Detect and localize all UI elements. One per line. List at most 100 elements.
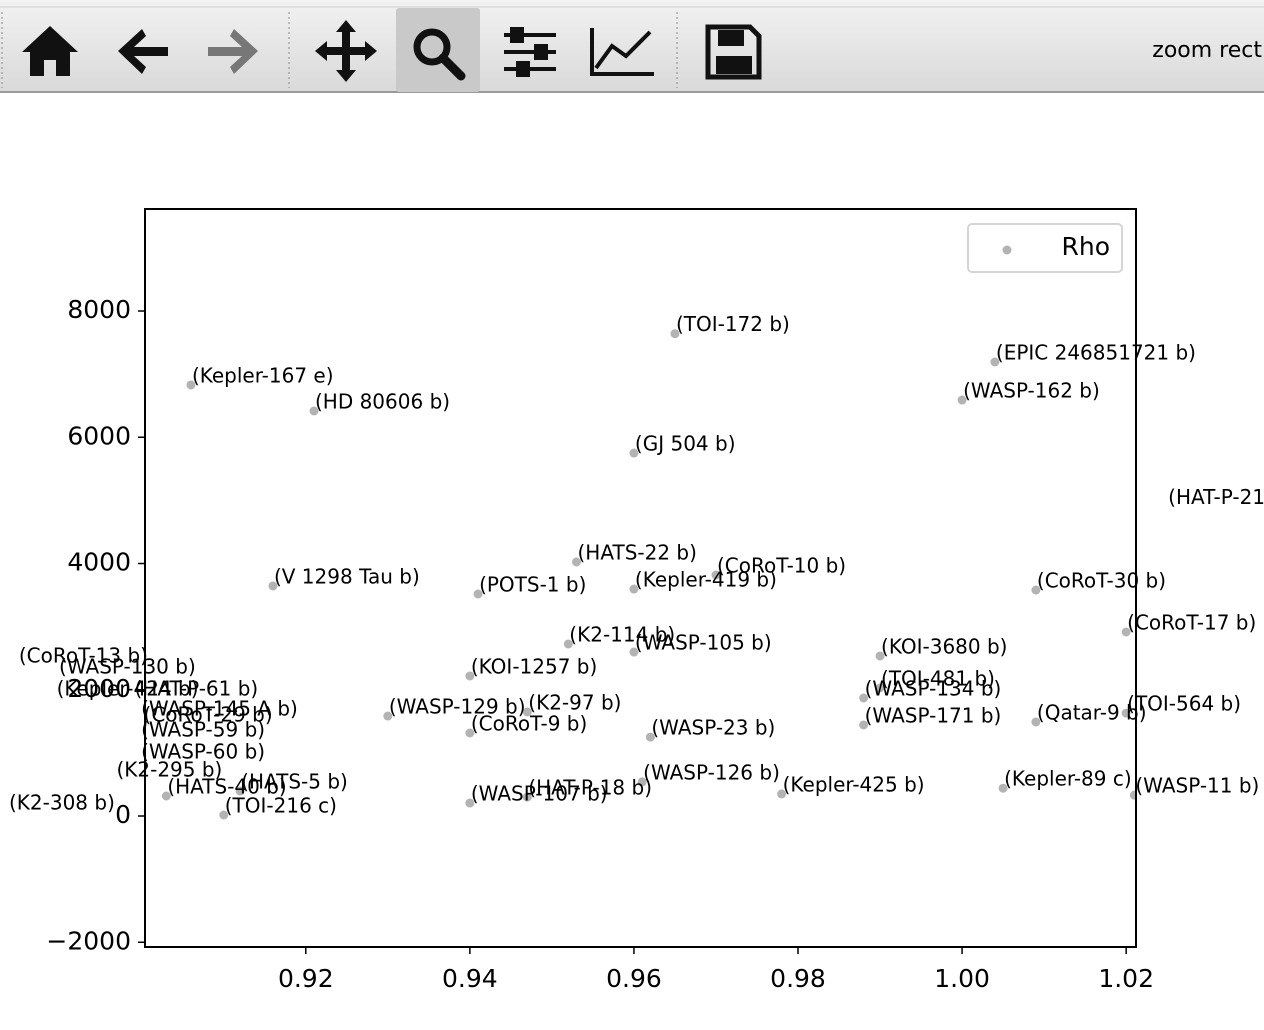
data-point xyxy=(711,570,721,580)
point-annotation: (TOI-564 b) xyxy=(1127,692,1241,716)
point-annotation: (HATS-22 b) xyxy=(578,540,697,564)
point-annotation: (WASP-130 b) xyxy=(59,655,196,679)
toolbar-background xyxy=(0,0,1264,92)
point-annotation: (TOI-481 b) xyxy=(881,666,995,690)
data-point xyxy=(465,798,475,808)
data-point xyxy=(161,791,171,801)
x-tick-label: 0.94 xyxy=(442,964,498,993)
data-point xyxy=(875,651,885,661)
point-annotation: (Qatar-9 b) xyxy=(1037,700,1147,724)
back-button[interactable] xyxy=(118,29,168,74)
point-annotation: (EPIC 246851721 b) xyxy=(996,341,1196,365)
data-point xyxy=(637,777,647,787)
y-tick-label: 4000 xyxy=(67,548,131,577)
data-point xyxy=(629,647,639,657)
data-point xyxy=(629,584,639,594)
data-point xyxy=(859,693,869,703)
y-tick-label: 6000 xyxy=(67,421,131,450)
data-point xyxy=(522,707,532,717)
data-point xyxy=(235,786,245,796)
point-annotation: (WASP-60 b) xyxy=(141,740,265,764)
data-point xyxy=(522,792,532,802)
edit-axis-button[interactable] xyxy=(590,28,654,76)
point-annotation: (K2-308 b) xyxy=(9,791,115,815)
x-tick-label: 0.96 xyxy=(606,964,662,993)
home-button[interactable] xyxy=(22,26,78,76)
point-annotation: (TOI-216 c) xyxy=(225,794,337,818)
point-annotation: (HATS-5 b) xyxy=(241,770,348,794)
data-point xyxy=(473,589,483,599)
point-annotation: (Kepler-89 c) xyxy=(1004,767,1132,791)
zoom-button[interactable] xyxy=(396,8,480,92)
configure-button[interactable] xyxy=(504,27,556,77)
axes-frame xyxy=(144,208,1137,948)
data-point xyxy=(645,732,655,742)
point-annotation: (CoRoT-30 b) xyxy=(1037,569,1166,593)
toolbar: zoom rect xyxy=(0,0,1264,93)
data-point xyxy=(186,380,196,390)
data-point xyxy=(875,683,885,693)
point-annotation: (WASP-162 b) xyxy=(963,379,1100,403)
point-annotation: (WASP-129 b) xyxy=(389,695,526,719)
point-annotation: (WASP-145 A b) xyxy=(141,697,298,721)
point-annotation: (K2-114 b) xyxy=(569,622,675,646)
data-point xyxy=(998,783,1008,793)
y-tick-label: 8000 xyxy=(67,295,131,324)
data-point xyxy=(309,406,319,416)
point-annotation: (WASP-23 b) xyxy=(651,716,775,740)
point-annotation: (HATS-40 b) xyxy=(167,775,286,799)
point-annotation: (K2-97 b) xyxy=(528,690,621,714)
data-point xyxy=(1031,585,1041,595)
point-annotation: (HAT-P-18 b) xyxy=(528,776,652,800)
legend-marker xyxy=(1002,245,1012,255)
plot-area xyxy=(145,209,1136,947)
data-point xyxy=(1129,790,1136,800)
y-tick-label: 2000 xyxy=(67,674,131,703)
pan-button[interactable] xyxy=(315,20,377,82)
point-annotation: (Kepler-424 b) xyxy=(57,677,199,701)
point-annotation: (KOI-3680 b) xyxy=(881,634,1007,658)
point-annotation: (KOI-1257 b) xyxy=(471,655,597,679)
axes: 0.92 0.94 0.96 0.98 1.00 1.02 −2000 0 2000 4000 60… xyxy=(9,208,1264,993)
point-annotation: (WASP-11 b) xyxy=(1135,774,1259,798)
point-annotation: (CoRoT-29 b) xyxy=(144,703,273,727)
data-point xyxy=(219,810,229,820)
data-point xyxy=(572,557,582,567)
x-tick-label: 0.98 xyxy=(770,964,826,993)
data-point xyxy=(1121,708,1131,718)
point-annotation: (WASP-134 b) xyxy=(865,676,1002,700)
x-tick-label: 1.02 xyxy=(1098,964,1154,993)
data-point xyxy=(465,728,475,738)
point-annotation: (WASP-59 b) xyxy=(141,718,265,742)
data-point xyxy=(777,789,787,799)
y-tick-label: −2000 xyxy=(46,926,131,955)
x-tick-label: 1.00 xyxy=(934,964,990,993)
point-annotation: (WASP-171 b) xyxy=(865,703,1002,727)
point-annotation: (CoRoT-9 b) xyxy=(471,712,587,736)
data-points xyxy=(145,329,1136,820)
point-annotation: (WASP-126 b) xyxy=(643,760,780,784)
point-annotation: (CoRoT-17 b) xyxy=(1127,611,1256,635)
point-annotation: (WASP-105 b) xyxy=(635,631,772,655)
data-point xyxy=(465,671,475,681)
point-annotation: (K2-295 b) xyxy=(116,758,222,782)
data-point xyxy=(670,329,680,339)
point-annotation: (Kepler-419 b) xyxy=(635,568,777,592)
point-annotation: (POTS-1 b) xyxy=(479,573,586,597)
data-point xyxy=(629,448,639,458)
forward-button[interactable] xyxy=(208,29,258,74)
point-annotation: (TOI-172 b) xyxy=(676,312,790,336)
point-annotation: (CoRoT-13 b) xyxy=(19,644,148,668)
point-annotation: (HAT-P-61 b) xyxy=(135,677,259,701)
data-point xyxy=(563,639,573,649)
data-point xyxy=(990,357,1000,367)
point-annotation: (Kepler-425 b) xyxy=(783,772,925,796)
point-annotation: (GJ 504 b) xyxy=(635,432,736,456)
save-button[interactable] xyxy=(705,24,762,80)
y-tick-label: 0 xyxy=(115,800,131,829)
legend-label: Rho xyxy=(1061,232,1110,261)
data-point xyxy=(957,395,967,405)
data-point xyxy=(1031,717,1041,727)
point-annotation: (CoRoT-10 b) xyxy=(717,554,846,578)
x-tick-label: 0.92 xyxy=(278,964,334,993)
